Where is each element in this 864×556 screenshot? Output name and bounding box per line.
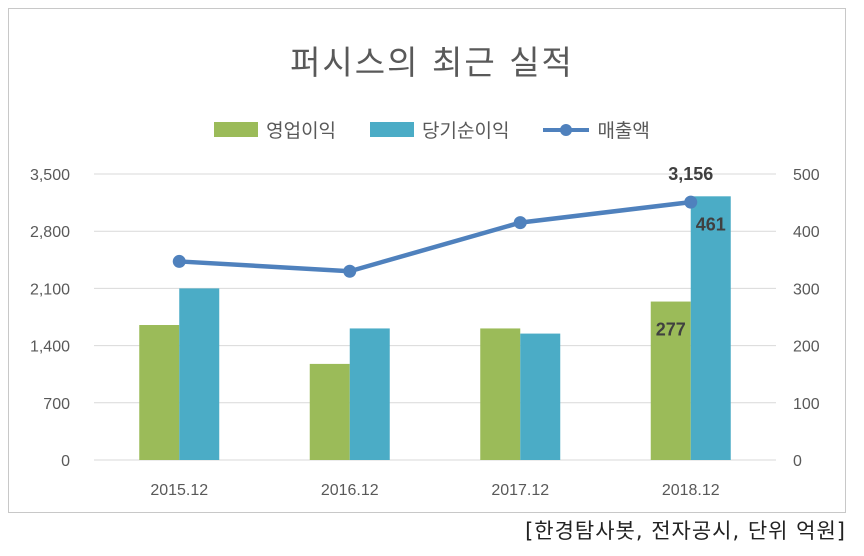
point-revenue [172, 254, 186, 268]
chart-legend: 영업이익 당기순이익 매출액 [0, 116, 864, 143]
point-revenue [343, 264, 357, 278]
y-left-tick-label: 0 [61, 453, 70, 470]
legend-label-operating-profit: 영업이익 [266, 120, 337, 142]
bar-net-income [349, 328, 390, 460]
data-label: 3,156 [668, 164, 713, 184]
bar-net-income [520, 333, 561, 460]
legend-swatch-operating-profit [214, 122, 259, 137]
data-label: 277 [656, 320, 686, 340]
bar-net-income [179, 288, 220, 460]
chart-title: 퍼시스의 최근 실적 [290, 43, 574, 82]
bar-operating-profit [650, 301, 691, 460]
y-right-tick-label: 500 [793, 167, 820, 184]
bar-operating-profit [139, 325, 180, 460]
legend-item-operating-profit: 영업이익 [214, 116, 336, 143]
x-tick-label: 2018.12 [662, 482, 720, 499]
y-right-tick-label: 300 [793, 281, 820, 298]
bar-operating-profit [480, 328, 521, 460]
point-revenue [513, 216, 527, 230]
x-tick-label: 2016.12 [321, 482, 379, 499]
line-revenue [179, 199, 692, 274]
legend-item-revenue: 매출액 [543, 116, 650, 143]
y-right-tick-label: 400 [793, 224, 820, 241]
source-note: [한경탐사봇, 전자공시, 단위 억원] [525, 519, 846, 543]
y-left-tick-label: 3,500 [30, 167, 70, 184]
x-tick-label: 2015.12 [150, 482, 208, 499]
point-revenue [684, 195, 698, 209]
x-tick-label: 2017.12 [491, 482, 549, 499]
legend-item-net-income: 당기순이익 [370, 116, 509, 143]
bar-net-income [690, 196, 731, 461]
legend-swatch-net-income [370, 122, 415, 137]
y-left-tick-label: 700 [43, 396, 70, 413]
y-left-tick-label: 2,800 [30, 224, 70, 241]
y-left-tick-label: 2,100 [30, 281, 70, 298]
legend-swatch-revenue [543, 123, 590, 136]
y-right-tick-label: 100 [793, 396, 820, 413]
data-label: 461 [696, 214, 726, 234]
legend-label-revenue: 매출액 [597, 120, 650, 142]
y-right-tick-label: 200 [793, 339, 820, 356]
y-right-tick-label: 0 [793, 453, 802, 470]
bar-operating-profit [309, 363, 350, 460]
legend-label-net-income: 당기순이익 [422, 120, 510, 142]
y-left-tick-label: 1,400 [30, 339, 70, 356]
